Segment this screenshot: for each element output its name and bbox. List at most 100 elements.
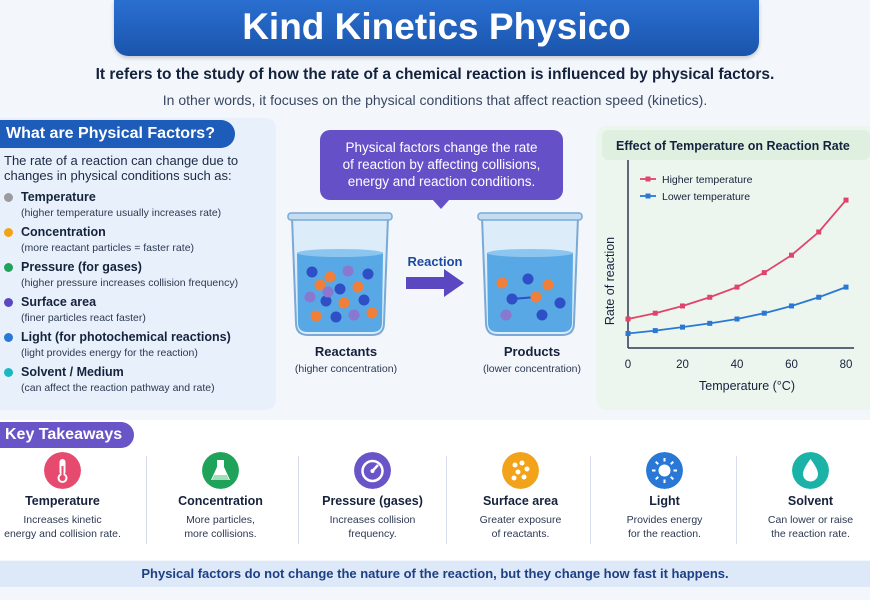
takeaway-item: Surface area Greater exposure of reactants… [448, 452, 593, 547]
chart-title-bg [602, 130, 870, 160]
takeaway-item: Solvent Can lower or raise the reaction ra… [738, 452, 870, 547]
series-line-1 [627, 286, 847, 335]
particle [358, 294, 370, 306]
physical-factors-heading: What are Physical Factors? [0, 120, 235, 148]
takeaway-description-line: energy and collision rate. [4, 528, 121, 540]
y-axis-label: Rate of reaction [603, 237, 617, 325]
sun-icon [646, 452, 683, 489]
x-axis-label: Temperature (°C) [699, 379, 795, 393]
particles-icon [502, 452, 539, 489]
particle [314, 279, 326, 291]
legend-label: Higher temperature [662, 174, 753, 186]
physical-factors-intro: The rate of a reaction can change due to… [4, 153, 239, 183]
factor-name: Solvent / Medium [21, 365, 124, 379]
reactants-sublabel: (higher concentration) [294, 363, 398, 375]
factor-description: (light provides energy for the reaction) [21, 347, 198, 359]
particle [338, 297, 350, 309]
particle [352, 281, 364, 293]
callout-line: Physical factors change the rate [345, 140, 538, 155]
series-point [680, 324, 685, 330]
subtitle-secondary: In other words, it focuses on the physic… [162, 92, 708, 108]
particle [322, 286, 334, 298]
series-point [789, 252, 794, 258]
takeaway-divider [736, 456, 737, 544]
takeaway-description-line: Increases collision [329, 514, 416, 526]
particle [506, 293, 518, 305]
bullet-dot-icon [4, 298, 13, 307]
x-tick-label: 0 [625, 359, 631, 371]
series-point [680, 303, 685, 309]
takeaway-description-line: Provides energy [626, 514, 703, 526]
particle [320, 295, 332, 307]
thermometer-icon [44, 452, 81, 489]
takeaway-description-line: the reaction rate. [771, 528, 850, 540]
series-point [761, 310, 767, 316]
takeaway-description: Greater exposure of reactants. [448, 513, 593, 541]
takeaway-description-line: of reactants. [491, 528, 550, 540]
takeaway-item: Light Provides energy for the reaction. [592, 452, 737, 547]
series-point [789, 303, 794, 309]
particle [310, 310, 322, 322]
factor-description: (can affect the reaction pathway and rat… [21, 382, 215, 394]
factor-description: (higher pressure increases collision fre… [21, 277, 239, 289]
chart-panel [596, 126, 870, 410]
callout-line: energy and reaction conditions. [347, 174, 536, 189]
physical-factors-panel: What are Physical Factors? The rate of a… [0, 118, 276, 410]
bullet-dot-icon [4, 333, 13, 342]
particle [554, 297, 566, 309]
takeaway-item: Temperature Increases kinetic energy and c… [0, 452, 135, 547]
reaction-arrow-label: Reaction [407, 254, 463, 269]
particle [522, 273, 534, 285]
particle [304, 291, 316, 303]
series-point [625, 331, 631, 336]
particle [496, 277, 508, 289]
particle [542, 279, 554, 291]
series-point [843, 197, 849, 203]
subtitle: It refers to the study of how the rate o… [95, 66, 775, 83]
callout-line: of reaction by affecting collisions, [342, 157, 541, 172]
takeaway-description-line: More particles, [186, 514, 255, 526]
takeaway-description-line: Greater exposure [479, 514, 562, 526]
footer-note: Physical factors do not change the natur… [0, 561, 870, 587]
particle [366, 307, 378, 319]
legend-marker [645, 193, 651, 199]
legend-marker [645, 176, 651, 182]
reactants-label: Reactants [314, 344, 378, 359]
takeaway-divider [298, 456, 299, 544]
takeaway-description: More particles, more collisions. [148, 513, 293, 541]
particle [330, 311, 342, 323]
series-point [734, 316, 740, 322]
takeaways-panel [0, 420, 870, 560]
factor-description: (finer particles react faster) [21, 312, 146, 324]
takeaway-description: Increases collision frequency. [300, 513, 445, 541]
series-line-0 [627, 199, 847, 320]
bullet-dot-icon [4, 263, 13, 272]
takeaway-description-line: frequency. [348, 528, 397, 540]
series-point [652, 310, 658, 316]
flask-icon [202, 452, 239, 489]
particle [306, 266, 318, 278]
x-tick-label: 40 [731, 359, 744, 371]
takeaway-item: Pressure (gases) Increases collision frequ… [300, 452, 445, 547]
products-sublabel: (lower concentration) [482, 363, 582, 375]
arrow-shaft [406, 277, 446, 289]
products-label: Products [503, 344, 561, 359]
takeaway-name: Concentration [178, 494, 263, 508]
series-point [707, 320, 713, 326]
particle [500, 309, 512, 321]
takeaway-name: Pressure (gases) [322, 494, 423, 508]
takeaways-heading: Key Takeaways [0, 422, 134, 448]
takeaway-divider [146, 456, 147, 544]
series-point [625, 316, 631, 322]
takeaway-description-line: for the reaction. [628, 528, 701, 540]
takeaway-description-line: Increases kinetic [23, 514, 102, 526]
takeaway-description-line: more collisions. [184, 528, 257, 540]
particle [342, 265, 354, 277]
particle [334, 283, 346, 295]
particle [536, 309, 548, 321]
callout-tail [432, 199, 450, 209]
particle [348, 309, 360, 321]
x-tick-label: 20 [676, 359, 689, 371]
takeaway-name: Solvent [787, 494, 834, 508]
droplet-icon [792, 452, 829, 489]
